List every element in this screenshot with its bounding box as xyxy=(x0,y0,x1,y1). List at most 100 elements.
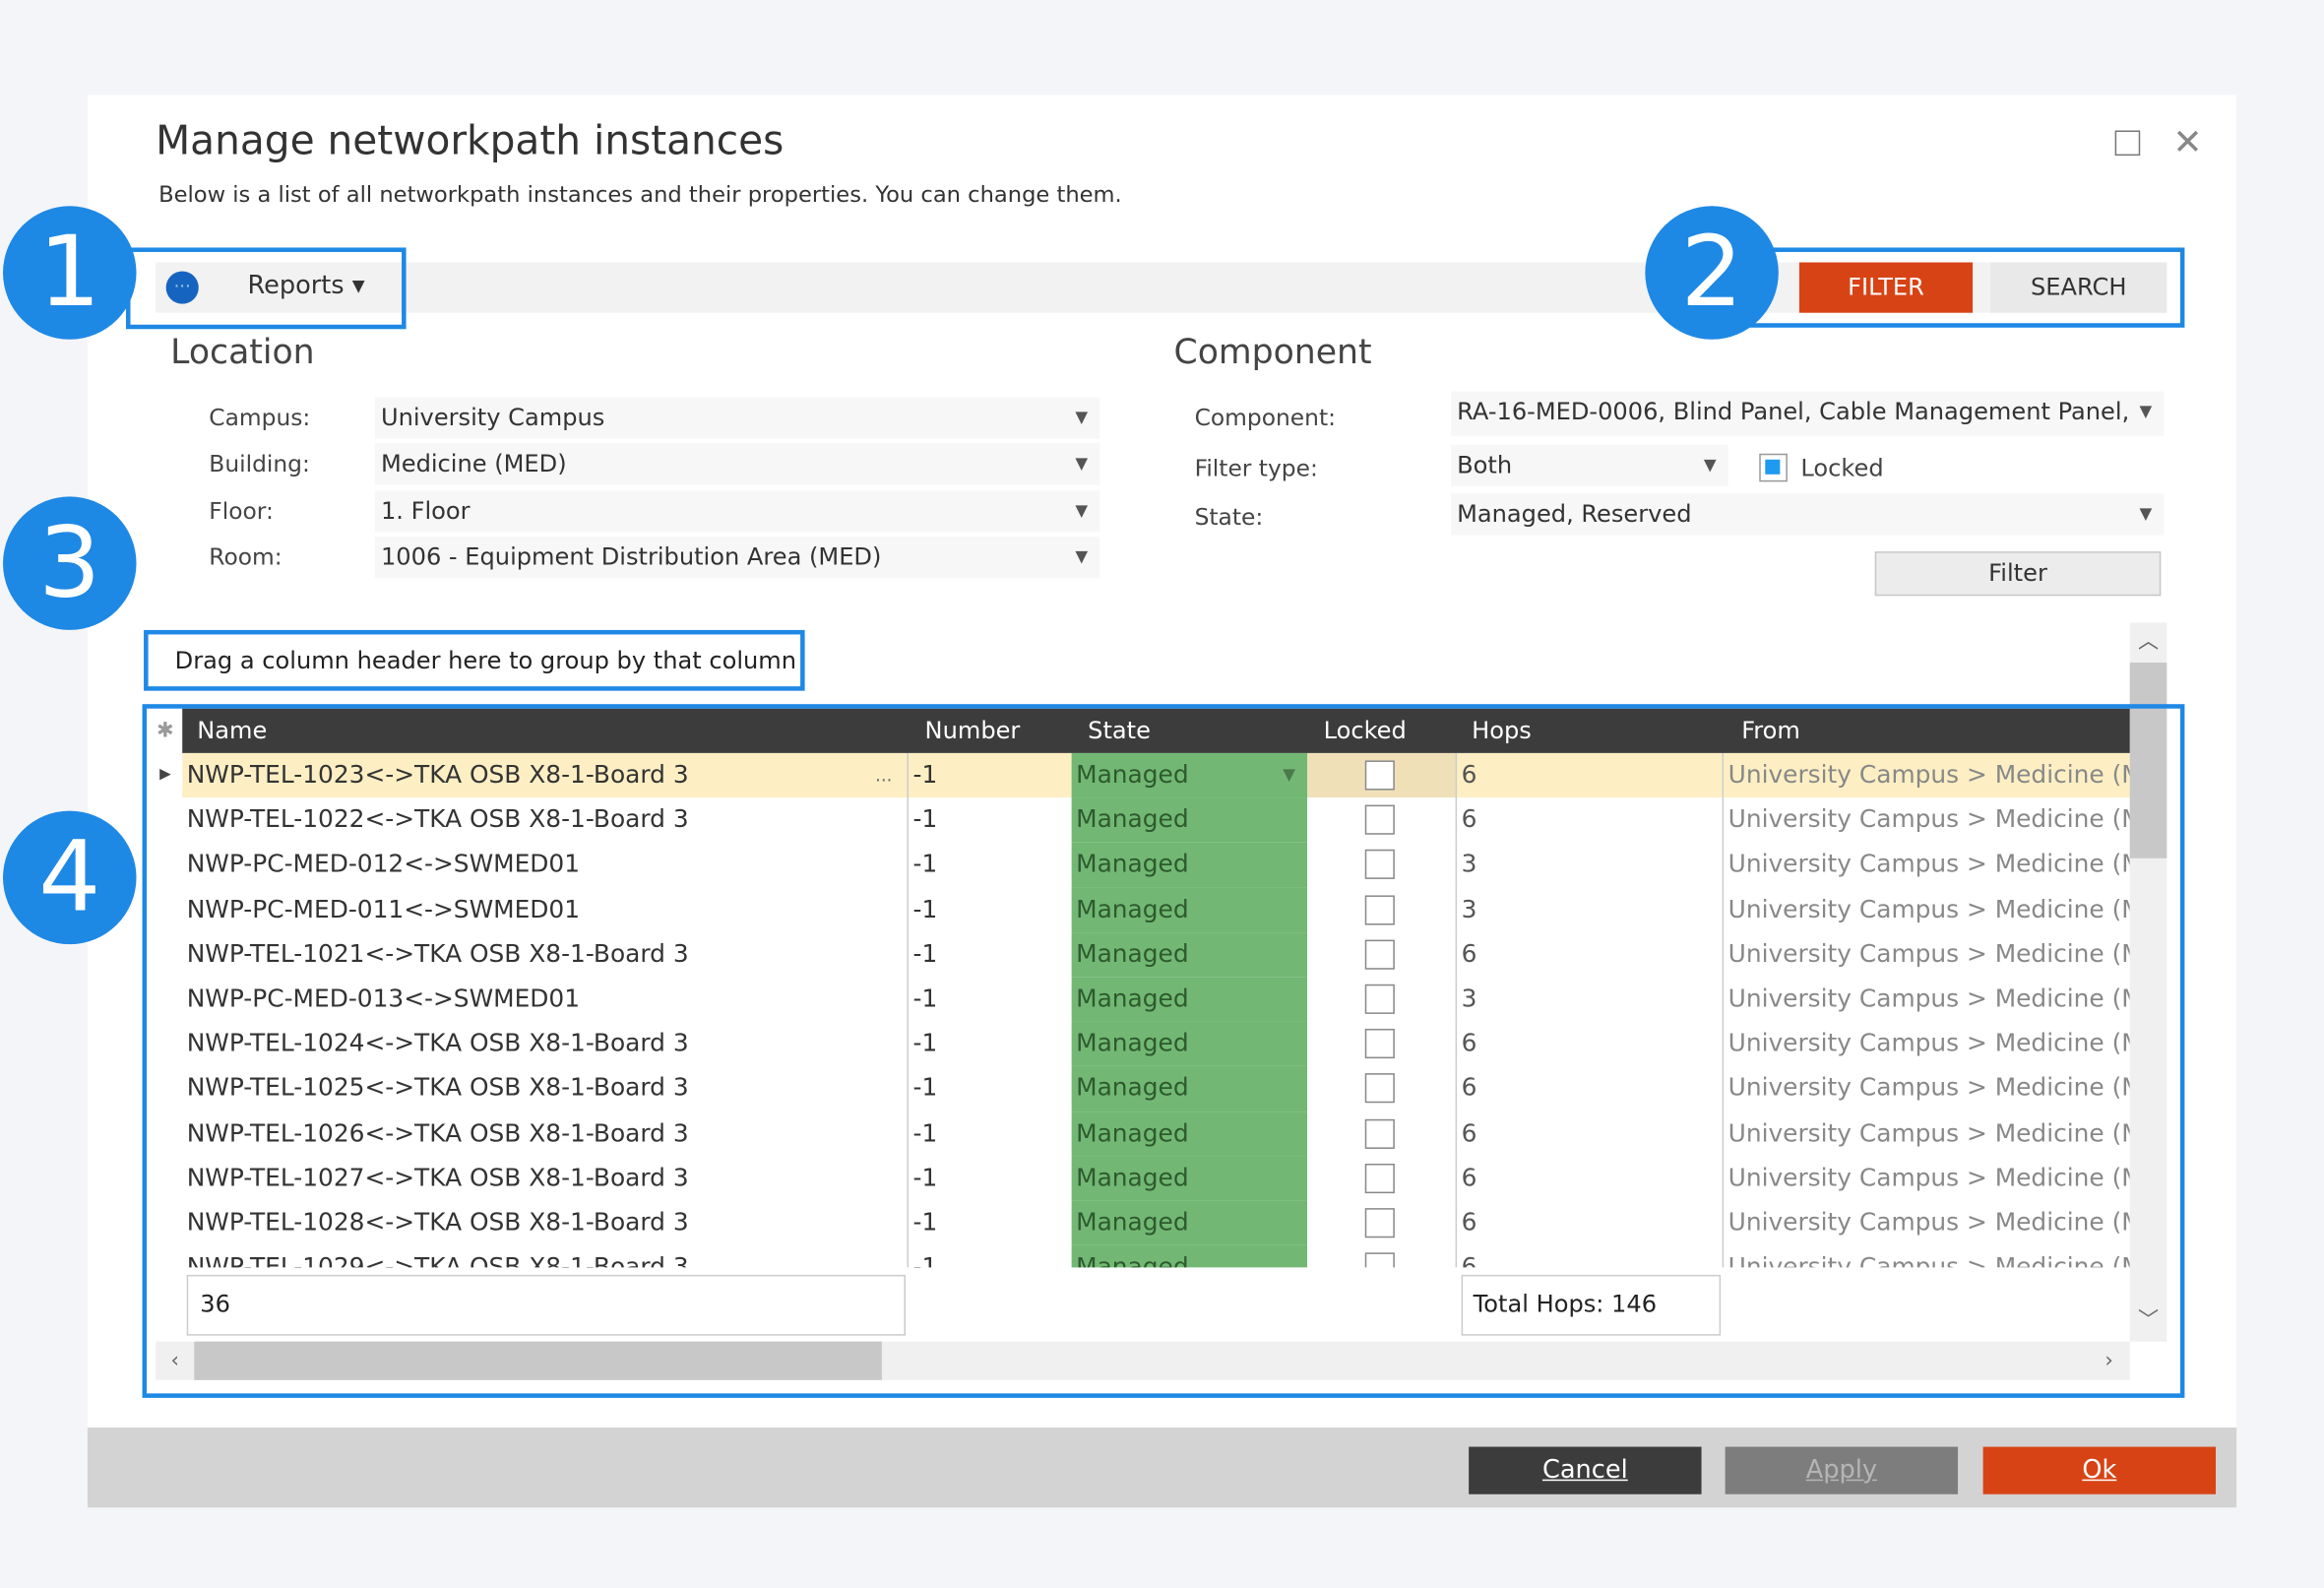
table-row[interactable]: NWP-TEL-1024<->TKA OSB X8-1-Board 3 -1 Man… xyxy=(144,1021,2130,1067)
scroll-left-icon[interactable]: ‹ xyxy=(170,1349,179,1373)
cancel-button[interactable]: Cancel xyxy=(1469,1446,1702,1494)
apply-button[interactable]: Apply xyxy=(1725,1446,1959,1494)
cell-hops[interactable]: 6 xyxy=(1455,931,1725,978)
cell-state[interactable]: Managed xyxy=(1071,887,1308,932)
table-row[interactable]: NWP-TEL-1028<->TKA OSB X8-1-Board 3 -1 Man… xyxy=(144,1200,2130,1246)
cell-name[interactable]: NWP-TEL-1023<->TKA OSB X8-1-Board 3... xyxy=(182,752,909,798)
cell-state[interactable]: Managed xyxy=(1071,977,1308,1022)
locked-checkbox[interactable] xyxy=(1364,1118,1395,1149)
table-row[interactable]: NWP-PC-MED-013<->SWMED01 -1 Managed 3 Univer… xyxy=(144,977,2130,1022)
locked-checkbox[interactable] xyxy=(1364,1252,1395,1268)
room-select[interactable]: 1006 - Equipment Distribution Area (MED)… xyxy=(374,537,1100,579)
cell-number[interactable]: -1 xyxy=(912,1029,938,1057)
column-header-hops[interactable]: Hops xyxy=(1472,716,1532,744)
cell-number[interactable]: -1 xyxy=(912,894,938,923)
cell-state[interactable]: Managed xyxy=(1071,1021,1308,1067)
building-select[interactable]: Medicine (MED) ▼ xyxy=(374,443,1100,485)
cell-from[interactable]: University Campus > Medicine (ME xyxy=(1727,1208,2130,1237)
cell-state[interactable]: Managed xyxy=(1071,1245,1308,1268)
cell-from[interactable]: University Campus > Medicine (ME xyxy=(1727,984,2130,1013)
locked-checkbox[interactable] xyxy=(1364,1029,1395,1059)
cell-name[interactable]: NWP-TEL-1021<->TKA OSB X8-1-Board 3 xyxy=(182,931,909,978)
cell-from[interactable]: University Campus > Medicine (ME xyxy=(1727,1029,2130,1057)
cell-hops[interactable]: 6 xyxy=(1455,1021,1725,1067)
cell-name[interactable]: NWP-TEL-1027<->TKA OSB X8-1-Board 3 xyxy=(182,1156,909,1201)
cell-state[interactable]: Managed xyxy=(1071,1156,1308,1201)
cell-number[interactable]: -1 xyxy=(912,1073,938,1103)
locked-checkbox[interactable] xyxy=(1364,850,1395,880)
cell-number[interactable]: -1 xyxy=(912,939,938,968)
cell-state[interactable]: Managed xyxy=(1071,1200,1308,1246)
cell-name[interactable]: NWP-TEL-1026<->TKA OSB X8-1-Board 3 xyxy=(182,1111,909,1157)
table-row[interactable]: NWP-PC-MED-012<->SWMED01 -1 Managed 3 Univer… xyxy=(144,842,2130,888)
cell-number[interactable]: -1 xyxy=(908,752,1072,798)
column-header-locked[interactable]: Locked xyxy=(1323,716,1407,744)
cell-state[interactable]: Managed xyxy=(1071,842,1308,888)
cell-number[interactable]: -1 xyxy=(912,1163,938,1192)
cell-from[interactable]: University Campus > Medicine (ME xyxy=(1727,804,2130,834)
cell-from[interactable]: University Campus > Medicine (ME xyxy=(1727,1118,2130,1147)
horizontal-scroll-thumb[interactable] xyxy=(194,1341,882,1380)
scroll-up-icon[interactable]: ︿ xyxy=(2137,629,2160,655)
campus-select[interactable]: University Campus ▼ xyxy=(374,397,1100,439)
cell-hops[interactable]: 6 xyxy=(1455,797,1725,843)
cell-number[interactable]: -1 xyxy=(912,850,938,878)
cell-state[interactable]: Managed xyxy=(1071,1111,1308,1157)
component-select[interactable]: RA-16-MED-0006, Blind Panel, Cable Manag… xyxy=(1451,391,2165,436)
cell-state[interactable]: Managed xyxy=(1071,797,1308,843)
table-row[interactable]: NWP-TEL-1022<->TKA OSB X8-1-Board 3 -1 Man… xyxy=(144,797,2130,843)
ok-button[interactable]: Ok xyxy=(1982,1446,2217,1494)
cell-name[interactable]: NWP-TEL-1022<->TKA OSB X8-1-Board 3 xyxy=(182,797,909,843)
table-row[interactable]: NWP-TEL-1025<->TKA OSB X8-1-Board 3 -1 Man… xyxy=(144,1066,2130,1112)
column-header-from[interactable]: From xyxy=(1741,716,1800,744)
cell-hops[interactable]: 6 xyxy=(1455,1245,1725,1268)
cell-from[interactable]: University Campus > Medicine (ME xyxy=(1727,850,2130,878)
filter-type-select[interactable]: Both ▼ xyxy=(1451,444,1728,486)
locked-checkbox[interactable] xyxy=(1364,894,1395,924)
cell-state[interactable]: Managed xyxy=(1071,1066,1308,1112)
apply-filter-button[interactable]: Filter xyxy=(1874,551,2162,597)
state-select[interactable]: Managed, Reserved ▼ xyxy=(1451,493,2165,536)
cell-state[interactable]: Managed ▼ xyxy=(1071,752,1308,798)
cell-hops[interactable]: 6 xyxy=(1455,1200,1725,1246)
locked-checkbox[interactable] xyxy=(1364,1073,1395,1104)
table-row[interactable]: NWP-PC-MED-011<->SWMED01 -1 Managed 3 Univer… xyxy=(144,887,2130,932)
column-header-name[interactable]: Name xyxy=(197,716,268,744)
cell-hops[interactable]: 3 xyxy=(1455,977,1725,1022)
vertical-scroll-thumb[interactable] xyxy=(2129,663,2167,858)
scroll-down-icon[interactable]: ﹀ xyxy=(2137,1308,2160,1333)
cell-number[interactable]: -1 xyxy=(912,984,938,1013)
cell-from[interactable]: University Campus > Medicine (ME xyxy=(1727,1073,2130,1103)
maximize-icon[interactable] xyxy=(2114,130,2141,157)
cell-hops[interactable]: 3 xyxy=(1455,887,1725,932)
table-row[interactable]: NWP-TEL-1027<->TKA OSB X8-1-Board 3 -1 Man… xyxy=(144,1156,2130,1201)
table-row[interactable]: ▶ NWP-TEL-1023<->TKA OSB X8-1-Board 3... -… xyxy=(144,752,2130,798)
column-header-state[interactable]: State xyxy=(1088,716,1151,744)
search-tab[interactable]: SEARCH xyxy=(1990,262,2167,313)
group-by-panel[interactable]: Drag a column header here to group by th… xyxy=(144,629,805,691)
cell-hops[interactable]: 3 xyxy=(1455,842,1725,888)
close-icon[interactable]: ✕ xyxy=(2172,121,2203,163)
cell-from[interactable]: University Campus > Medicine (ME xyxy=(1724,752,2130,798)
locked-checkbox[interactable] xyxy=(1364,760,1395,791)
cell-number[interactable]: -1 xyxy=(912,804,938,834)
ellipsis-icon[interactable]: ... xyxy=(875,764,893,787)
cell-number[interactable]: -1 xyxy=(912,1208,938,1237)
locked-checkbox[interactable] xyxy=(1364,984,1395,1014)
cell-hops[interactable]: 6 xyxy=(1455,1066,1725,1112)
cell-from[interactable]: University Campus > Medicine (ME xyxy=(1727,894,2130,923)
cell-from[interactable]: University Campus > Medicine (ME xyxy=(1727,1252,2130,1268)
cell-name[interactable]: NWP-TEL-1025<->TKA OSB X8-1-Board 3 xyxy=(182,1066,909,1112)
cell-from[interactable]: University Campus > Medicine (ME xyxy=(1727,939,2130,968)
floor-select[interactable]: 1. Floor ▼ xyxy=(374,490,1100,533)
cell-name[interactable]: NWP-PC-MED-013<->SWMED01 xyxy=(182,977,909,1022)
cell-hops[interactable]: 6 xyxy=(1455,1111,1725,1157)
column-header-number[interactable]: Number xyxy=(924,716,1021,744)
cell-name[interactable]: NWP-TEL-1024<->TKA OSB X8-1-Board 3 xyxy=(182,1021,909,1067)
locked-checkbox[interactable] xyxy=(1364,1163,1395,1193)
locked-checkbox[interactable] xyxy=(1364,804,1395,835)
table-row[interactable]: NWP-TEL-1026<->TKA OSB X8-1-Board 3 -1 Man… xyxy=(144,1111,2130,1157)
table-row[interactable]: NWP-TEL-1029<->TKA OSB X8-1-Board 3 -1 Man… xyxy=(144,1245,2130,1268)
cell-number[interactable]: -1 xyxy=(912,1118,938,1147)
table-row[interactable]: NWP-TEL-1021<->TKA OSB X8-1-Board 3 -1 Man… xyxy=(144,931,2130,978)
